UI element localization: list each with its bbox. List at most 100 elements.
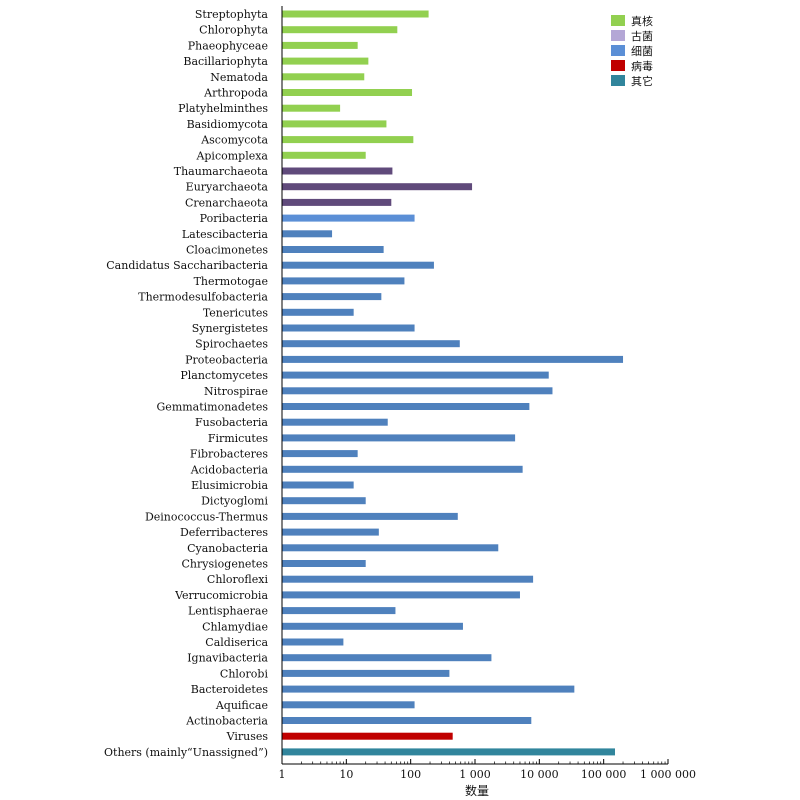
bar-bacillariophyta bbox=[282, 57, 369, 65]
legend-label: 细菌 bbox=[631, 45, 653, 58]
bar-verrucomicrobia bbox=[282, 591, 520, 599]
bar-proteobacteria bbox=[282, 355, 624, 363]
bar-phaeophyceae bbox=[282, 41, 358, 49]
category-label: Bacillariophyta bbox=[183, 55, 268, 68]
legend-label: 古菌 bbox=[631, 30, 653, 43]
bar-platyhelminthes bbox=[282, 104, 341, 112]
category-label: Streptophyta bbox=[195, 8, 269, 21]
bar-others-mainly-unassigned bbox=[282, 748, 615, 756]
bar-elusimicrobia bbox=[282, 481, 354, 489]
bar-planctomycetes bbox=[282, 371, 549, 379]
bar-poribacteria bbox=[282, 214, 415, 222]
x-tick-label: 10 bbox=[339, 768, 353, 781]
legend-swatch bbox=[611, 15, 625, 26]
legend-swatch bbox=[611, 30, 625, 41]
category-label: Chrysiogenetes bbox=[182, 558, 269, 571]
bar-candidatus-saccharibacteria bbox=[282, 261, 434, 269]
legend-swatch bbox=[611, 60, 625, 71]
category-label: Acidobacteria bbox=[190, 463, 269, 476]
legend-label: 真核 bbox=[631, 14, 653, 28]
category-label: Ignavibacteria bbox=[187, 652, 268, 665]
category-label: Lentisphaerae bbox=[188, 605, 268, 618]
category-label: Basidiomycota bbox=[187, 118, 269, 131]
legend-label: 病毒 bbox=[631, 59, 653, 73]
bar-deferribacteres bbox=[282, 528, 379, 536]
bar-crenarchaeota bbox=[282, 198, 392, 206]
category-label: Apicomplexa bbox=[195, 149, 268, 162]
x-tick-label: 10 000 bbox=[520, 768, 559, 781]
category-label: Elusimicrobia bbox=[191, 479, 268, 492]
category-labels: Streptophyta Chlorophyta Phaeophyceae Bacil… bbox=[104, 8, 268, 759]
category-label: Nitrospirae bbox=[204, 385, 268, 398]
legend-label: 其它 bbox=[631, 74, 653, 88]
bar-cyanobacteria bbox=[282, 544, 499, 552]
bar-tenericutes bbox=[282, 308, 354, 316]
bar-chlamydiae bbox=[282, 622, 463, 630]
category-label: Gemmatimonadetes bbox=[157, 401, 269, 414]
bar-latescibacteria bbox=[282, 230, 333, 238]
x-axis: 1 10 100 1 000 10 000 100 000 1 000 000 bbox=[279, 6, 696, 781]
bar-chrysiogenetes bbox=[282, 560, 366, 567]
bar-arthropoda bbox=[282, 89, 413, 96]
bar-thaumarchaeota bbox=[282, 167, 393, 175]
bar-apicomplexa bbox=[282, 151, 366, 159]
category-label: Thaumarchaeota bbox=[174, 165, 269, 178]
category-label: Poribacteria bbox=[200, 212, 269, 225]
bar-ascomycota bbox=[282, 136, 414, 144]
category-label: Deferribacteres bbox=[180, 526, 268, 539]
category-label: Verrucomicrobia bbox=[174, 589, 268, 602]
category-label: Euryarchaeota bbox=[186, 181, 269, 194]
bar-deinococcus-thermus bbox=[282, 512, 458, 520]
bar-firmicutes bbox=[282, 434, 516, 442]
category-label: Arthropoda bbox=[203, 87, 268, 100]
category-label: Planctomycetes bbox=[180, 369, 268, 382]
bar-chloroflexi bbox=[282, 575, 534, 583]
x-tick-label: 100 000 bbox=[581, 768, 627, 781]
category-label: Synergistetes bbox=[192, 322, 269, 335]
bar-lentisphaerae bbox=[282, 607, 396, 615]
bar-acidobacteria bbox=[282, 465, 523, 473]
category-label: Phaeophyceae bbox=[188, 39, 268, 52]
category-label: Spirochaetes bbox=[195, 338, 268, 351]
category-label: Latescibacteria bbox=[182, 228, 269, 241]
category-label: Chlamydiae bbox=[202, 620, 268, 633]
category-label: Tenericutes bbox=[203, 306, 269, 319]
category-label: Cyanobacteria bbox=[187, 542, 268, 555]
bar-thermodesulfobacteria bbox=[282, 293, 382, 301]
x-tick-label: 100 bbox=[400, 768, 421, 781]
bar-ignavibacteria bbox=[282, 654, 492, 662]
bar-streptophyta bbox=[282, 10, 429, 18]
bars-layer bbox=[282, 10, 624, 756]
bar-nitrospirae bbox=[282, 387, 553, 395]
category-label: Crenarchaeota bbox=[185, 196, 268, 209]
category-label: Aquificae bbox=[215, 699, 268, 712]
bar-viruses bbox=[282, 732, 453, 740]
category-label: Chlorobi bbox=[220, 667, 269, 680]
category-label: Fibrobacteres bbox=[190, 448, 269, 461]
category-label: Thermodesulfobacteria bbox=[138, 291, 268, 304]
category-label: Proteobacteria bbox=[185, 353, 268, 366]
bar-fusobacteria bbox=[282, 418, 388, 426]
category-label: Nematoda bbox=[210, 71, 268, 84]
category-label: Chloroflexi bbox=[207, 573, 269, 586]
bar-bacteroidetes bbox=[282, 685, 575, 693]
bar-aquificae bbox=[282, 701, 415, 709]
bar-dictyoglomi bbox=[282, 497, 366, 505]
bar-gemmatimonadetes bbox=[282, 403, 530, 410]
x-tick-label: 1 000 bbox=[459, 768, 491, 781]
category-label: Firmicutes bbox=[208, 432, 269, 445]
category-label: Cloacimonetes bbox=[186, 244, 268, 257]
category-label: Bacteroidetes bbox=[191, 683, 269, 696]
bar-nematoda bbox=[282, 73, 365, 81]
category-label: Ascomycota bbox=[200, 134, 268, 147]
bar-actinobacteria bbox=[282, 717, 532, 724]
category-label: Viruses bbox=[226, 730, 269, 743]
category-label: Others (mainly“Unassigned”) bbox=[104, 746, 268, 759]
bar-thermotogae bbox=[282, 277, 405, 285]
legend-swatch bbox=[611, 75, 625, 86]
category-label: Dictyoglomi bbox=[201, 495, 268, 508]
category-label: Actinobacteria bbox=[185, 715, 268, 728]
bar-chlorobi bbox=[282, 669, 450, 677]
